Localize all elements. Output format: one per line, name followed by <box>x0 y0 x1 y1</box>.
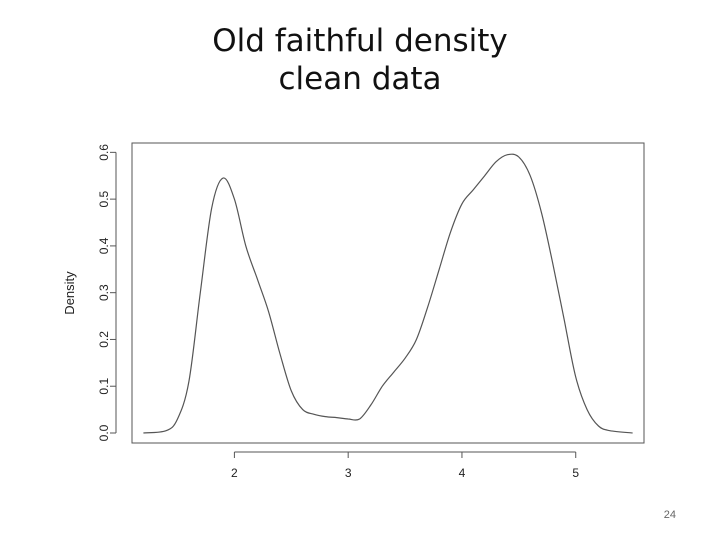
y-tick-label: 0.0 <box>97 424 111 441</box>
plot-frame <box>131 142 645 444</box>
x-tick-label: 3 <box>345 466 352 480</box>
x-tick-label: 5 <box>572 466 579 480</box>
slide-title-line-1: Old faithful density <box>212 23 508 59</box>
y-tick-label: 0.1 <box>97 378 111 395</box>
slide-title: Old faithful density clean data <box>0 22 720 98</box>
x-tick-label: 2 <box>231 466 238 480</box>
x-axis: 2 3 4 5 <box>231 451 579 480</box>
y-tick-label: 0.6 <box>97 144 111 161</box>
y-tick-label: 0.5 <box>97 190 111 207</box>
density-curve <box>143 153 633 434</box>
x-tick-label: 4 <box>459 466 466 480</box>
page-number: 24 <box>663 509 676 521</box>
y-axis: 0.0 0.1 0.2 0.3 0.4 0.5 0.6 <box>97 144 117 441</box>
slide-title-line-2: clean data <box>278 61 442 97</box>
y-tick-label: 0.3 <box>97 284 111 301</box>
y-tick-label: 0.4 <box>97 237 111 254</box>
y-tick-label: 0.2 <box>97 331 111 348</box>
y-axis-title: Density <box>62 271 77 315</box>
